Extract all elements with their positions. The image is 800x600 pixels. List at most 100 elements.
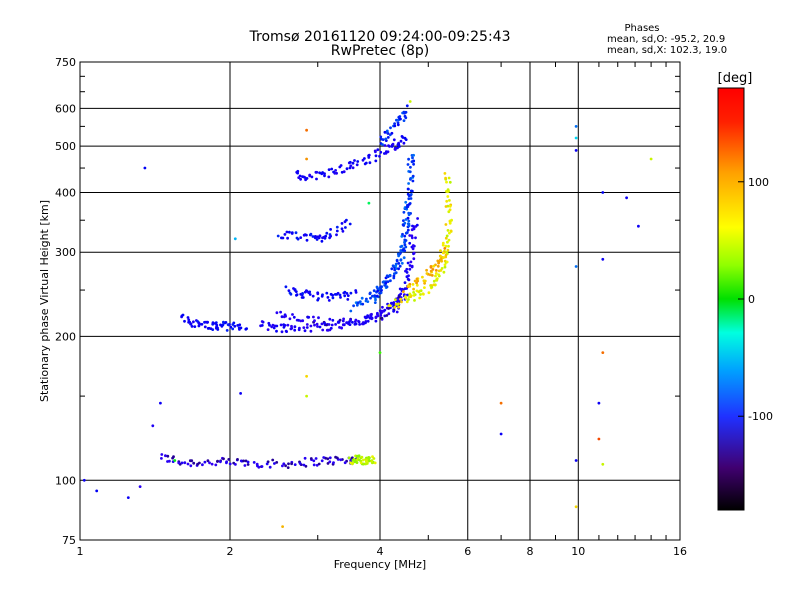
- echo-point: [408, 170, 412, 174]
- echo-point: [239, 392, 243, 395]
- echo-point: [305, 394, 308, 398]
- echo-point: [293, 328, 297, 332]
- echo-point: [397, 305, 401, 309]
- echo-point: [201, 463, 204, 467]
- echo-point: [288, 230, 291, 234]
- echo-point: [226, 323, 230, 326]
- echo-point: [280, 330, 284, 334]
- x-tick-label: 6: [464, 545, 471, 558]
- echo-point: [225, 329, 229, 332]
- echo-point: [369, 296, 372, 300]
- echo-point: [400, 261, 404, 265]
- echo-point: [331, 296, 335, 300]
- y-axis-label: Stationary phase Virtual Height [km]: [38, 200, 51, 402]
- echo-point: [211, 321, 215, 324]
- echo-point: [395, 118, 398, 122]
- echo-point: [324, 234, 328, 238]
- echo-point: [341, 319, 345, 323]
- echo-point: [337, 320, 340, 324]
- echo-point: [351, 461, 355, 465]
- echo-point: [325, 328, 329, 332]
- echo-point: [344, 226, 347, 229]
- echo-point: [408, 292, 412, 296]
- echo-point: [389, 279, 392, 283]
- colorbar-tick-label: 100: [748, 176, 769, 189]
- echo-point: [390, 131, 394, 135]
- echo-point: [348, 166, 352, 170]
- echo-point: [397, 262, 401, 265]
- echo-point: [499, 432, 503, 436]
- echo-point: [405, 271, 409, 274]
- echo-point: [389, 126, 392, 130]
- echo-point: [412, 159, 416, 163]
- echo-point: [311, 235, 315, 238]
- echo-point: [407, 274, 410, 278]
- echo-point: [305, 326, 309, 329]
- echo-point: [275, 461, 279, 464]
- echo-point: [439, 249, 442, 253]
- echo-point: [362, 458, 365, 462]
- echo-point: [338, 293, 342, 297]
- echo-point: [442, 270, 446, 274]
- echo-point: [318, 171, 321, 175]
- echo-point: [428, 273, 432, 277]
- echo-point: [399, 258, 403, 262]
- echo-point: [315, 235, 319, 239]
- echo-point: [325, 291, 329, 295]
- echo-point: [406, 187, 410, 191]
- echo-point: [390, 145, 394, 148]
- y-tick-label: 100: [55, 474, 76, 487]
- echo-point: [407, 224, 411, 228]
- echo-point: [381, 138, 385, 142]
- echo-point: [637, 224, 640, 228]
- echo-point: [339, 164, 343, 167]
- echo-point: [303, 456, 307, 460]
- echo-point: [375, 294, 379, 298]
- echo-point: [444, 205, 448, 208]
- echo-point: [408, 264, 412, 267]
- echo-point: [301, 292, 304, 295]
- echo-point: [197, 324, 201, 328]
- echo-point: [374, 316, 378, 319]
- echo-point: [260, 465, 264, 468]
- echo-point: [334, 169, 337, 172]
- echo-point: [380, 309, 384, 313]
- echo-point: [290, 462, 293, 466]
- echo-point: [390, 267, 394, 271]
- x-tick-label: 10: [571, 545, 585, 558]
- echo-point: [239, 326, 243, 330]
- echo-point: [446, 248, 450, 252]
- echo-point: [403, 243, 407, 247]
- echo-point: [397, 295, 401, 299]
- echo-point: [449, 229, 453, 233]
- echo-point: [601, 191, 605, 194]
- echo-point: [649, 157, 653, 161]
- echo-point: [378, 291, 381, 295]
- echo-point: [345, 321, 348, 325]
- echo-point: [315, 177, 318, 181]
- echo-point: [354, 322, 358, 326]
- echo-point: [351, 320, 354, 324]
- echo-point: [260, 324, 264, 327]
- echo-point: [305, 323, 309, 326]
- echo-point: [354, 289, 358, 292]
- echo-point: [408, 241, 412, 245]
- echo-point: [356, 160, 360, 163]
- echo-point: [284, 314, 287, 318]
- echo-point: [443, 247, 447, 250]
- echo-point: [236, 458, 239, 461]
- echo-point: [173, 459, 177, 462]
- echo-point: [326, 462, 330, 465]
- echo-point: [268, 323, 271, 327]
- echo-point: [393, 122, 396, 125]
- echo-point: [180, 461, 184, 465]
- axis-ticks: 1 2 4 6 8 10 16 75 100 200 300 400 500 600 750: [55, 56, 687, 558]
- echo-point: [402, 210, 406, 214]
- echo-point: [180, 314, 184, 318]
- echo-point: [336, 291, 340, 295]
- echo-point: [309, 324, 313, 328]
- echo-point: [309, 329, 313, 333]
- echo-point: [299, 177, 302, 181]
- echo-point: [316, 325, 319, 328]
- echo-point: [345, 218, 348, 222]
